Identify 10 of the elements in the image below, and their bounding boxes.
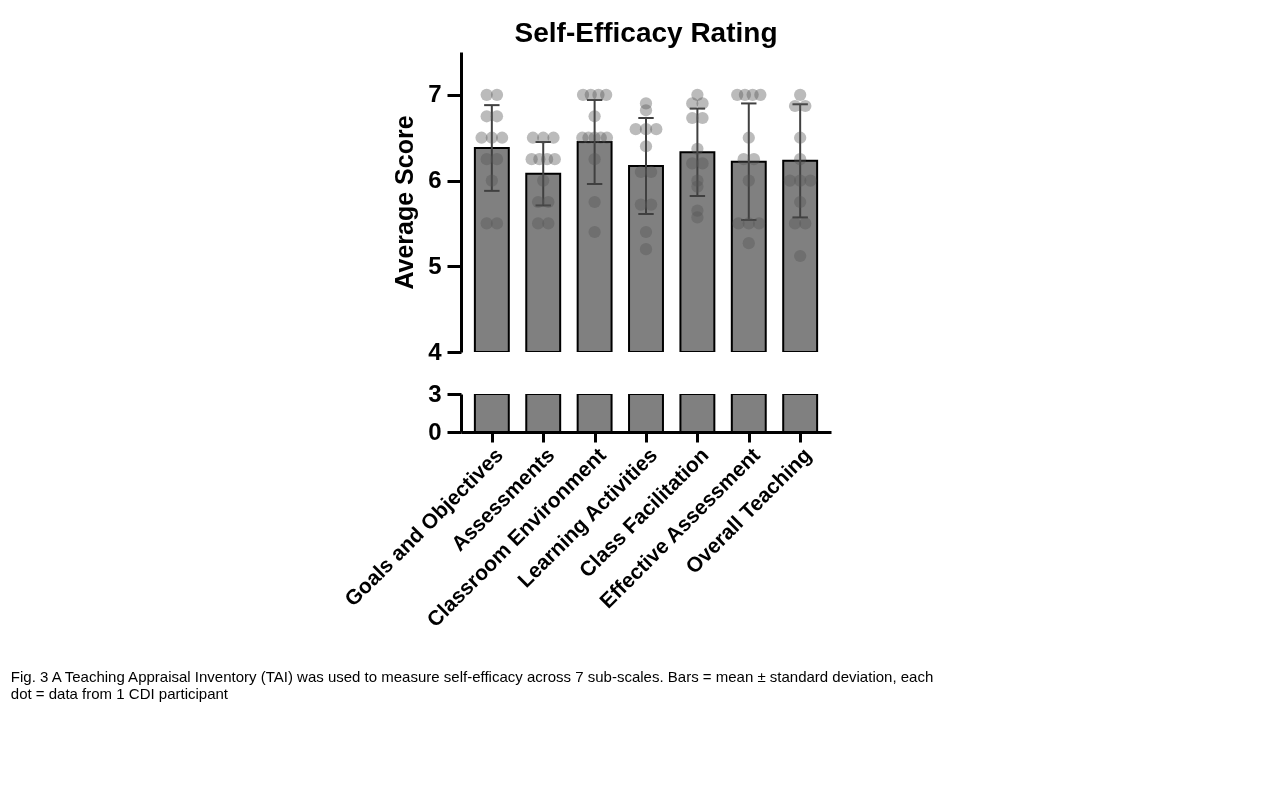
y-tick-label: 6 bbox=[428, 166, 442, 194]
y-tick-label: 5 bbox=[428, 251, 442, 279]
y-tick-label: 4 bbox=[428, 337, 443, 365]
y-tick-label: 3 bbox=[428, 379, 442, 407]
y-axis-title: Average Score bbox=[390, 115, 419, 290]
y-tick-label: 7 bbox=[428, 80, 442, 108]
text: dot = data from 1 CDI participant bbox=[10, 685, 229, 703]
y-tick-label: 0 bbox=[428, 417, 442, 445]
caption: Fig. 3 A Teaching Appraisal Inventory (TAI) was used to measure self-efficacy across 7 sub-scales. Bars = mean ± standard deviation, each bbox=[10, 668, 934, 686]
chart-title: Self-Efficacy Rating bbox=[514, 17, 778, 48]
